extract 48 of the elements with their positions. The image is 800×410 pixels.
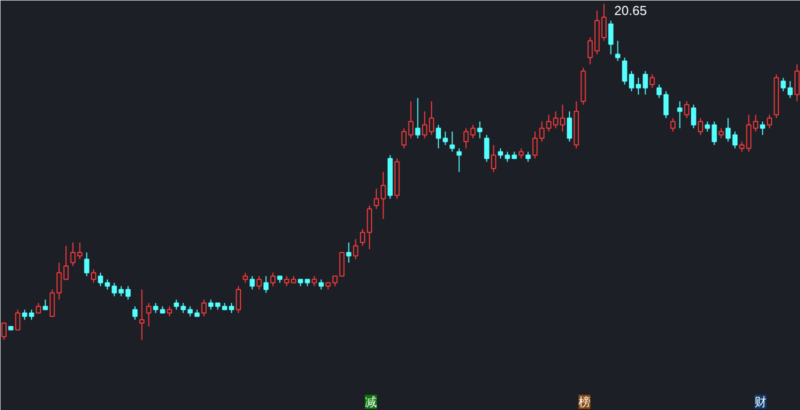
candlestick <box>366 205 372 250</box>
candlestick <box>422 110 428 139</box>
candlestick <box>360 228 366 246</box>
candlestick <box>139 289 144 340</box>
candlestick <box>415 97 420 139</box>
candlestick <box>263 276 269 294</box>
candlestick <box>408 100 414 139</box>
candlestick <box>388 154 393 200</box>
candlestick <box>442 131 448 146</box>
text: 榜 <box>578 394 590 409</box>
candlestick <box>84 252 90 277</box>
candlestick <box>394 158 400 200</box>
candlestick <box>428 100 434 136</box>
candlestick <box>463 128 469 149</box>
candlestick <box>318 278 324 290</box>
candlestick <box>594 10 600 55</box>
candlestick <box>242 272 248 284</box>
candlestick <box>656 84 662 98</box>
candlestick <box>228 302 234 314</box>
candlestick <box>601 3 607 42</box>
text: 财 <box>754 394 766 409</box>
candlestick <box>353 238 358 260</box>
candlestick <box>532 131 538 159</box>
candlestick <box>250 276 255 290</box>
candlestick <box>670 118 676 132</box>
candlestick <box>698 118 704 136</box>
candlestick <box>760 120 766 136</box>
candlestick <box>256 276 262 290</box>
candlestick <box>615 40 620 62</box>
candlestick <box>718 128 724 139</box>
candlestick <box>608 20 614 55</box>
candlestick <box>22 309 28 320</box>
candlestick <box>574 100 579 149</box>
text: 减 <box>364 394 377 409</box>
candlestick <box>146 302 152 327</box>
candlestick <box>732 131 738 149</box>
candlestick <box>491 144 496 172</box>
candlestick <box>484 134 490 162</box>
candlestick <box>588 36 593 65</box>
candlestick <box>650 74 655 88</box>
candlestick <box>526 151 531 162</box>
candlestick <box>153 302 158 314</box>
annotation: 20.65 <box>614 2 647 18</box>
candlestick <box>28 309 34 320</box>
candlestick <box>236 286 241 314</box>
candlestick <box>622 57 628 86</box>
candlestick <box>401 128 407 149</box>
candlestick <box>201 299 207 317</box>
